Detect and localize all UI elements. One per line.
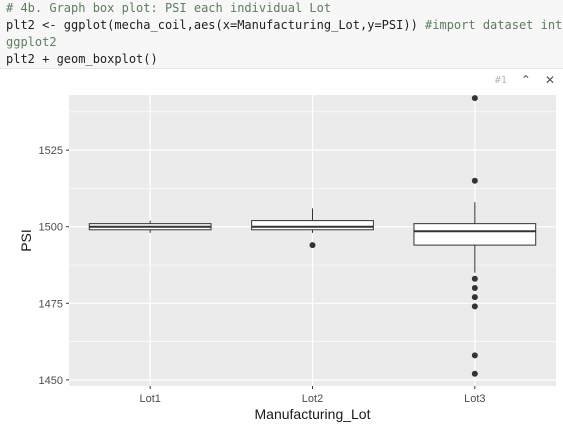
x-axis-title: Manufacturing_Lot bbox=[255, 406, 371, 422]
double-chevron-up-icon[interactable]: ⌃ bbox=[520, 73, 531, 87]
y-tick-label: 1500 bbox=[39, 222, 63, 234]
x-tick-label: Lot1 bbox=[139, 393, 160, 405]
code-inline-comment: #import dataset into bbox=[425, 18, 563, 32]
box-Lot3 bbox=[413, 223, 537, 246]
code-line-boxplot[interactable]: plt2 + geom_boxplot() bbox=[6, 52, 158, 66]
y-tick-label: 1450 bbox=[39, 375, 63, 387]
code-comment-line[interactable]: # 4b. Graph box plot: PSI each individua… bbox=[6, 1, 332, 15]
chunk-number: #1 bbox=[494, 74, 507, 86]
close-icon[interactable]: ✕ bbox=[544, 73, 555, 87]
box-Lot2 bbox=[251, 220, 374, 231]
code-ggplot-call: plt2 <- ggplot(mecha_coil,aes(x=Manufact… bbox=[6, 18, 426, 32]
outlier-point bbox=[471, 352, 478, 359]
outlier-point bbox=[471, 294, 478, 301]
code-editor[interactable]: # 4b. Graph box plot: PSI each individua… bbox=[0, 0, 563, 69]
x-tick-label: Lot2 bbox=[302, 393, 323, 405]
x-tick-label: Lot3 bbox=[464, 393, 485, 405]
outlier-point bbox=[471, 284, 478, 291]
code-comment-wrap[interactable]: ggplot2 bbox=[6, 35, 57, 49]
outlier-point bbox=[471, 303, 478, 310]
outlier-point bbox=[471, 95, 478, 102]
y-tick-label: 1525 bbox=[39, 145, 63, 157]
chunk-output-toolbar: #1 ⌃ ✕ bbox=[495, 70, 563, 90]
outlier-point bbox=[471, 177, 478, 184]
outlier-point bbox=[471, 275, 478, 282]
y-axis-title: PSI bbox=[18, 229, 34, 252]
outlier-point bbox=[309, 242, 316, 249]
y-tick-label: 1475 bbox=[39, 298, 63, 310]
code-line-ggplot[interactable]: plt2 <- ggplot(mecha_coil,aes(x=Manufact… bbox=[0, 17, 563, 34]
outlier-point bbox=[471, 370, 478, 377]
